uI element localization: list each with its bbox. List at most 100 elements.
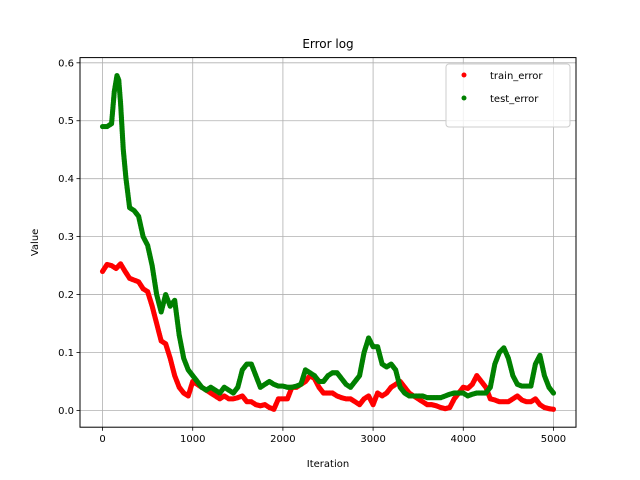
data-point-test-error <box>496 349 502 356</box>
data-point-train-error <box>154 320 160 327</box>
data-point-test-error <box>460 390 466 396</box>
data-point-train-error <box>262 402 268 408</box>
x-tick-label: 1000 <box>180 434 205 445</box>
y-tick-label: 0.4 <box>58 174 74 185</box>
data-point-train-error <box>356 402 363 408</box>
data-point-test-error <box>257 384 263 390</box>
data-point-train-error <box>433 403 439 409</box>
data-point-test-error <box>316 378 322 385</box>
series-test-error <box>99 72 557 401</box>
data-point-test-error <box>136 213 142 219</box>
data-point-test-error <box>176 332 182 338</box>
data-point-train-error <box>136 279 142 285</box>
data-point-test-error <box>393 367 399 373</box>
data-point-test-error <box>550 390 557 396</box>
data-point-test-error <box>483 390 489 396</box>
data-point-train-error <box>320 390 327 396</box>
data-point-test-error <box>415 393 421 399</box>
legend-label-test-error: test_error <box>490 94 539 105</box>
data-point-test-error <box>280 383 286 389</box>
legend-marker-train-error <box>461 72 467 78</box>
data-point-test-error <box>163 291 169 298</box>
data-point-train-error <box>541 404 548 411</box>
data-point-test-error <box>230 390 236 396</box>
data-point-train-error <box>140 286 146 292</box>
data-point-train-error <box>257 403 263 409</box>
data-point-test-error <box>131 207 137 214</box>
data-point-test-error <box>487 384 493 390</box>
data-point-train-error <box>316 384 322 390</box>
data-point-train-error <box>429 402 435 408</box>
data-point-train-error <box>460 384 466 390</box>
data-point-test-error <box>465 393 471 399</box>
data-point-test-error <box>104 123 110 130</box>
data-point-test-error <box>149 262 155 269</box>
data-point-test-error <box>298 381 304 387</box>
legend: train_error test_error <box>445 63 571 128</box>
data-point-test-error <box>203 387 209 393</box>
data-point-train-error <box>338 395 345 401</box>
data-point-train-error <box>375 390 381 396</box>
data-point-test-error <box>284 384 291 390</box>
data-point-train-error <box>537 402 543 408</box>
y-tick-label: 0.5 <box>58 116 74 127</box>
data-point-train-error <box>510 396 516 402</box>
data-point-test-error <box>123 176 129 182</box>
data-point-test-error <box>117 100 124 106</box>
data-point-test-error <box>108 121 115 127</box>
data-point-test-error <box>181 355 187 361</box>
data-point-test-error <box>447 391 453 397</box>
data-point-train-error <box>334 393 340 399</box>
data-point-train-error <box>384 390 390 396</box>
data-point-train-error <box>230 396 236 402</box>
data-point-test-error <box>379 361 385 367</box>
data-point-train-error <box>113 265 119 272</box>
data-point-test-error <box>293 383 300 389</box>
x-axis-label: Iteration <box>307 459 349 470</box>
data-point-test-error <box>474 390 480 396</box>
data-point-train-error <box>519 397 525 403</box>
data-point-train-error <box>244 399 250 405</box>
data-point-train-error <box>329 390 336 396</box>
data-point-train-error <box>451 396 457 402</box>
data-point-test-error <box>478 390 484 396</box>
data-point-test-error <box>356 373 363 379</box>
data-point-test-error <box>271 381 277 387</box>
data-point-test-error <box>469 391 475 397</box>
data-point-train-error <box>496 399 502 405</box>
data-point-train-error <box>469 381 475 387</box>
data-point-test-error <box>99 123 106 130</box>
data-point-train-error <box>474 373 480 379</box>
data-point-train-error <box>167 355 173 361</box>
data-point-test-error <box>514 381 520 387</box>
data-point-train-error <box>532 396 539 402</box>
data-point-train-error <box>347 396 354 402</box>
data-point-test-error <box>433 395 439 401</box>
data-point-train-error <box>248 399 254 405</box>
legend-marker-test-error <box>461 95 467 101</box>
data-point-train-error <box>185 393 191 399</box>
y-axis-label: Value <box>30 229 41 256</box>
data-point-train-error <box>280 396 286 402</box>
data-point-test-error <box>140 234 146 240</box>
data-point-test-error <box>239 367 245 373</box>
data-point-test-error <box>519 383 525 389</box>
data-point-train-error <box>546 406 552 412</box>
data-point-test-error <box>111 89 117 95</box>
data-point-train-error <box>438 404 444 411</box>
data-point-test-error <box>226 387 232 393</box>
data-point-test-error <box>406 393 412 399</box>
x-tick-label: 0 <box>99 434 105 445</box>
data-point-train-error <box>424 402 430 408</box>
legend-box <box>445 63 571 128</box>
data-point-test-error <box>302 367 309 373</box>
x-tick-label: 3000 <box>360 434 385 445</box>
data-point-test-error <box>329 370 336 376</box>
data-point-train-error <box>505 399 511 405</box>
y-tick-label: 0.3 <box>58 232 74 243</box>
data-point-train-error <box>181 390 187 396</box>
data-point-test-error <box>384 364 390 370</box>
data-point-train-error <box>212 393 218 399</box>
data-point-test-error <box>307 370 313 376</box>
